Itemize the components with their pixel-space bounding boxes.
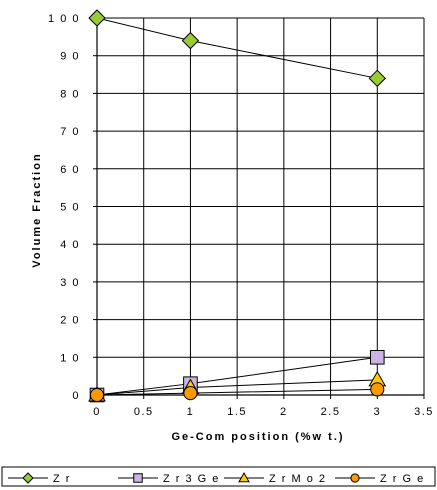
data-point xyxy=(368,69,386,88)
y-tick-label: 4 0 xyxy=(60,239,80,251)
x-tick-label: 1 xyxy=(187,406,195,418)
x-tick-label: 2.5 xyxy=(321,406,341,418)
legend-label: Z r M o 2 xyxy=(269,473,327,485)
legend-item: Z r xyxy=(8,472,71,485)
x-tick-label: 3.5 xyxy=(414,406,434,418)
data-point xyxy=(89,387,105,403)
x-tick-label: 1.5 xyxy=(227,406,247,418)
legend-label: Z r 3 G e xyxy=(163,473,220,485)
legend-marker xyxy=(350,473,360,483)
legend-item: Z r 3 G e xyxy=(118,473,220,485)
legend-item: Z r M o 2 xyxy=(224,471,327,485)
x-tick-label: 3 xyxy=(373,406,381,418)
legend: Z r Z r 3 G e Z r M o 2 Z r G e xyxy=(8,471,425,485)
data-point xyxy=(183,386,198,401)
y-tick-label: 7 0 xyxy=(60,126,80,138)
grid xyxy=(93,17,425,399)
legend-item: Z r G e xyxy=(335,473,425,485)
y-tick-label: 5 0 xyxy=(60,202,80,214)
ticks: 0 0.5 1 1.5 2 2.5 3 3.5 0 1 0 2 0 3 0 4 0 5 0 6 0 7 0 8 … xyxy=(48,13,434,418)
data-point xyxy=(369,350,385,365)
y-tick-label: 8 0 xyxy=(60,88,80,100)
x-tick-label: 0.5 xyxy=(134,406,154,418)
y-tick-label: 1 0 0 xyxy=(48,13,80,25)
legend-marker xyxy=(133,473,143,483)
y-axis-title: Volume Fraction xyxy=(31,152,43,267)
y-tick-label: 2 0 xyxy=(60,315,80,327)
data-point xyxy=(88,9,106,27)
data-point xyxy=(370,382,385,397)
series-markers-0 xyxy=(88,9,386,88)
legend-marker xyxy=(22,472,34,484)
y-tick-label: 1 0 xyxy=(60,352,80,364)
x-tick-label: 0 xyxy=(93,406,101,418)
y-tick-label: 3 0 xyxy=(60,277,80,289)
x-tick-label: 2 xyxy=(280,406,288,418)
legend-label: Z r G e xyxy=(380,473,425,485)
data-point xyxy=(181,31,200,50)
legend-marker xyxy=(238,471,250,483)
y-tick-label: 9 0 xyxy=(60,51,80,63)
series-markers-3 xyxy=(89,382,385,403)
x-axis-title: Ge-Com position (%w t.) xyxy=(171,431,344,443)
y-tick-label: 0 xyxy=(72,390,80,402)
legend-box xyxy=(1,466,436,487)
y-tick-label: 6 0 xyxy=(60,164,80,176)
series xyxy=(88,9,387,403)
legend-label: Z r xyxy=(53,473,71,485)
